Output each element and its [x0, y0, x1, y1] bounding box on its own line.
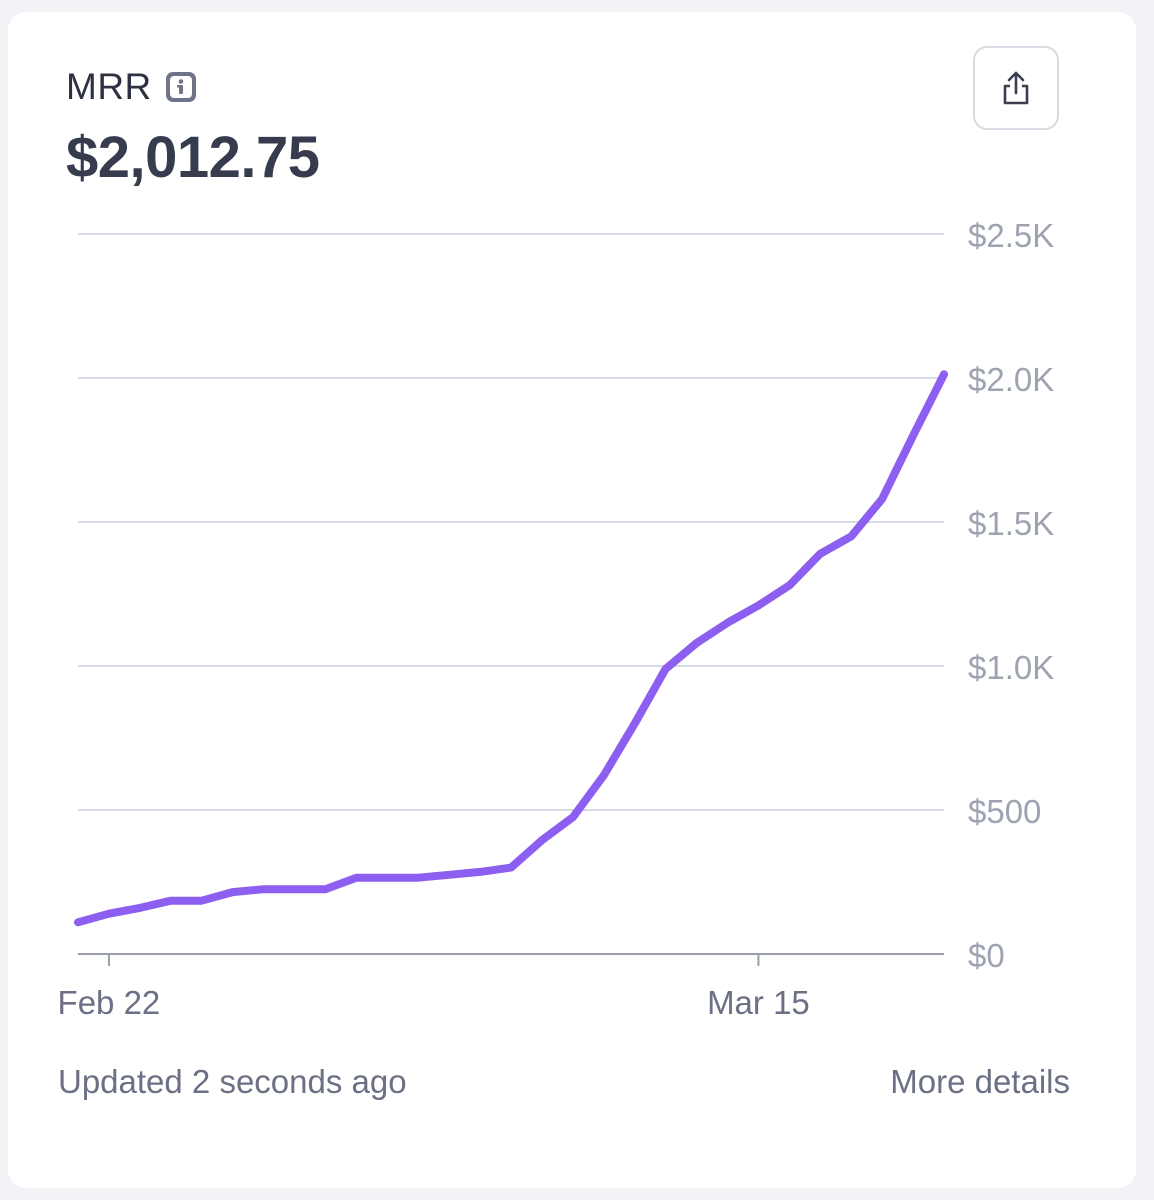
- mrr-series-line: [74, 370, 948, 927]
- share-icon: [1003, 71, 1029, 105]
- x-tick-label: Mar 15: [707, 984, 810, 1021]
- metric-value: $2,012.75: [66, 125, 320, 190]
- mrr-card: [8, 12, 1136, 1188]
- share-button[interactable]: [973, 46, 1059, 130]
- updated-status: Updated 2 seconds ago: [58, 1063, 407, 1100]
- y-tick-label: $2.0K: [968, 361, 1054, 398]
- y-tick-label: $0: [968, 937, 1005, 974]
- y-tick-label: $1.5K: [968, 505, 1054, 542]
- y-tick-label: $500: [968, 793, 1041, 830]
- mrr-line-chart: $0 $500 $1.0K $1.5K $2.0K $2.5K Feb 22 Mar 15: [58, 217, 1055, 1021]
- more-details-link[interactable]: More details: [890, 1063, 1070, 1100]
- info-icon[interactable]: [164, 70, 198, 104]
- metric-header: MRR: [66, 66, 198, 108]
- metric-label: MRR: [66, 66, 152, 107]
- x-tick-label: Feb 22: [58, 984, 161, 1021]
- y-tick-label: $2.5K: [968, 217, 1054, 254]
- y-tick-label: $1.0K: [968, 649, 1054, 686]
